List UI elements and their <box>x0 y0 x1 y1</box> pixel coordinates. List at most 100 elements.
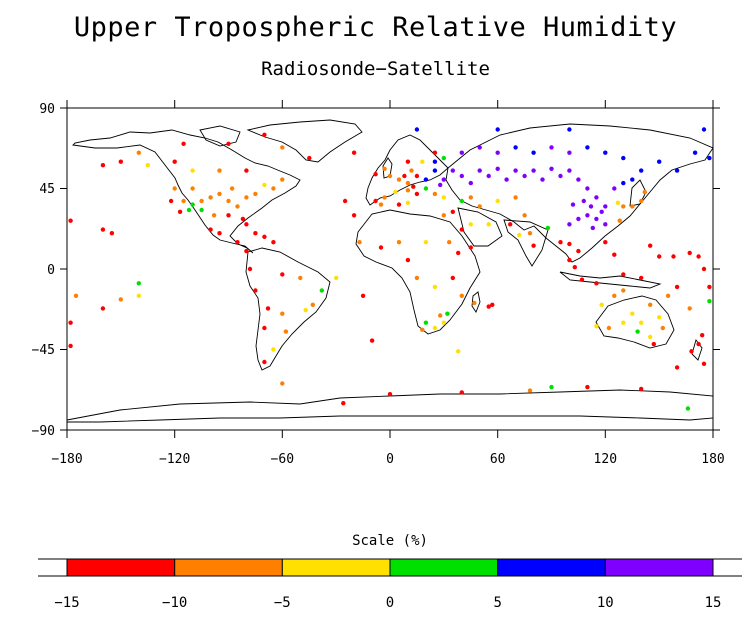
station-marker <box>303 307 308 313</box>
x-tick-label: 60 <box>490 452 506 467</box>
station-marker <box>459 390 464 395</box>
station-marker <box>527 388 533 393</box>
station-marker <box>208 227 213 232</box>
station-marker <box>190 168 195 173</box>
station-marker <box>432 284 438 290</box>
station-marker <box>244 168 249 173</box>
station-marker <box>441 320 446 325</box>
x-tick-label: 120 <box>594 452 617 467</box>
station-marker <box>423 177 429 182</box>
station-marker <box>109 231 115 236</box>
station-marker <box>707 299 712 304</box>
station-marker <box>615 200 621 205</box>
station-marker <box>247 266 253 272</box>
station-marker <box>280 177 285 182</box>
x-tick-label: −180 <box>51 452 82 467</box>
station-marker <box>486 304 491 309</box>
station-marker <box>414 127 420 132</box>
station-marker <box>701 127 707 132</box>
station-marker <box>581 198 586 204</box>
station-marker <box>639 168 644 173</box>
station-marker <box>468 222 473 227</box>
page-subtitle: Radiosonde−Satellite <box>261 58 490 80</box>
station-marker <box>456 349 461 354</box>
station-marker <box>226 213 231 218</box>
station-marker <box>459 198 464 204</box>
station-marker <box>405 257 411 263</box>
station-marker <box>567 241 572 247</box>
station-marker <box>558 240 563 245</box>
station-marker <box>621 155 626 161</box>
station-marker <box>651 341 656 347</box>
greenland-outline <box>246 119 363 163</box>
station-marker <box>73 293 79 298</box>
station-marker <box>369 338 375 343</box>
station-marker <box>351 213 357 218</box>
station-marker <box>423 320 429 325</box>
station-marker <box>490 302 495 307</box>
station-marker <box>594 216 599 222</box>
station-marker <box>599 209 604 214</box>
station-marker <box>199 198 204 204</box>
station-marker <box>657 254 662 259</box>
station-marker <box>531 243 536 248</box>
station-marker <box>360 293 366 298</box>
station-marker <box>696 341 701 347</box>
scale-bin <box>604 558 714 577</box>
station-marker <box>244 195 249 200</box>
station-marker <box>606 325 612 331</box>
station-marker <box>522 213 527 218</box>
station-marker <box>459 293 464 298</box>
station-marker <box>513 168 518 173</box>
south-america-outline <box>245 247 331 371</box>
station-marker <box>414 173 420 179</box>
y-tick-label: 90 <box>39 102 55 117</box>
station-marker <box>495 150 500 155</box>
station-marker <box>617 218 622 223</box>
station-marker <box>186 207 192 213</box>
station-marker <box>558 173 563 179</box>
station-marker <box>513 145 518 150</box>
station-marker <box>657 315 662 320</box>
station-marker <box>420 327 425 332</box>
station-marker <box>226 141 231 146</box>
scale-bin <box>174 558 283 577</box>
station-marker <box>472 300 477 306</box>
station-marker <box>432 168 438 173</box>
station-marker <box>253 288 258 293</box>
station-marker <box>190 186 195 191</box>
station-marker <box>692 150 698 155</box>
station-marker <box>674 168 680 173</box>
station-marker <box>603 150 608 155</box>
station-marker <box>639 275 644 281</box>
station-marker <box>211 213 217 218</box>
station-marker <box>700 333 705 338</box>
station-marker <box>441 155 446 161</box>
station-marker <box>100 163 106 168</box>
station-marker <box>217 231 222 236</box>
station-marker <box>382 195 387 200</box>
y-tick-label: −90 <box>32 424 55 439</box>
station-marker <box>271 186 276 191</box>
station-marker <box>414 275 420 281</box>
station-marker <box>280 145 285 150</box>
station-marker <box>477 145 482 150</box>
station-marker <box>504 177 509 182</box>
scale-tick-label: −10 <box>162 595 187 611</box>
station-marker <box>687 250 692 256</box>
station-marker <box>438 182 443 188</box>
station-marker <box>396 177 402 182</box>
scale-tick-labels: −15 −10 −5 0 5 10 15 <box>54 595 721 611</box>
station-marker <box>612 293 617 298</box>
station-marker <box>567 150 572 155</box>
station-marker <box>567 168 572 173</box>
station-marker <box>621 180 626 186</box>
station-marker <box>168 198 174 204</box>
scale-tick-label: −15 <box>54 595 79 611</box>
station-marker <box>707 284 712 290</box>
station-marker <box>635 329 640 334</box>
station-marker <box>283 329 289 334</box>
station-marker <box>576 177 581 182</box>
station-marker <box>68 343 73 349</box>
